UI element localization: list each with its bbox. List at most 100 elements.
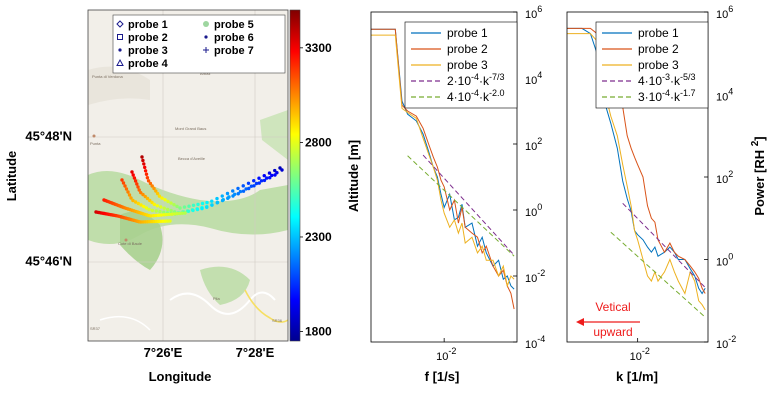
balloon-trajectories bbox=[94, 155, 284, 224]
trajectory-point bbox=[172, 203, 176, 207]
vertical-upward-annotation: Vetical upward bbox=[576, 300, 640, 339]
map-label: Arbaz bbox=[200, 71, 210, 76]
y-tick-label: 106 bbox=[525, 4, 542, 21]
trajectory-point bbox=[200, 201, 205, 206]
trajectory-point bbox=[257, 176, 261, 180]
dot-marker-icon bbox=[118, 48, 122, 52]
trajectory-point bbox=[162, 213, 166, 217]
power-axis-label: Power [RH 2] bbox=[750, 136, 767, 215]
trajectory-point bbox=[180, 211, 185, 215]
trajectory-point bbox=[149, 214, 153, 218]
trajectory-point bbox=[139, 203, 143, 207]
colorbar-tick-label: 3300 bbox=[305, 41, 332, 55]
trajectory-point bbox=[150, 208, 155, 213]
freq-x-axis-label: f [1/s] bbox=[425, 369, 460, 384]
trajectory-point bbox=[150, 200, 154, 205]
trajectory-point bbox=[225, 191, 230, 196]
trajectory-point bbox=[154, 213, 158, 218]
trajectory-point bbox=[172, 212, 177, 216]
trajectory-point bbox=[244, 187, 248, 191]
map-attribution: ©OpenStreetMap contributors bbox=[221, 340, 288, 347]
trajectory-point bbox=[141, 192, 145, 197]
chart-legend: probe 1 probe 2 probe 32·10-4·k-7/34·10-4·… bbox=[404, 21, 518, 109]
trajectory-point bbox=[120, 178, 124, 182]
trajectory-point bbox=[273, 173, 277, 177]
y-tick-label: 10-2 bbox=[525, 268, 545, 285]
trajectory-point bbox=[195, 207, 200, 212]
diamond-marker-icon bbox=[116, 20, 124, 28]
trajectory-point bbox=[220, 198, 225, 203]
trajectory-point bbox=[150, 184, 154, 188]
trajectory-point bbox=[158, 209, 162, 214]
map-label: Cote di Baule bbox=[118, 241, 143, 246]
map-legend-label: probe 4 bbox=[128, 58, 169, 70]
legend-label: probe 1 bbox=[638, 26, 679, 40]
legend-label: probe 2 bbox=[638, 42, 679, 56]
trajectory-point bbox=[143, 165, 147, 170]
trajectory-point bbox=[215, 201, 219, 205]
arrowhead-icon bbox=[576, 318, 584, 326]
trajectory-point bbox=[127, 193, 132, 197]
trajectory-point bbox=[157, 194, 162, 198]
trajectory-point bbox=[231, 189, 235, 193]
trajectory-point bbox=[140, 155, 144, 159]
trajectory-point bbox=[262, 173, 266, 178]
trajectory-point bbox=[155, 204, 159, 208]
trajectory-point bbox=[131, 198, 135, 203]
map-label: Becca d'Aveille bbox=[178, 156, 206, 161]
trajectory-point bbox=[139, 190, 143, 195]
trajectory-point bbox=[145, 196, 150, 201]
trajectory-point bbox=[252, 184, 256, 188]
trajectory-point bbox=[160, 196, 164, 200]
trajectory-point bbox=[124, 187, 129, 191]
trajectory-point bbox=[152, 186, 156, 191]
trajectory-point bbox=[275, 171, 279, 175]
legend-label: 3·10-4·k-1.7 bbox=[638, 88, 696, 104]
trajectory-point bbox=[262, 178, 267, 183]
trajectory-point bbox=[129, 196, 133, 200]
trajectory-point bbox=[191, 203, 196, 207]
annotation-line1: Vetical bbox=[595, 300, 630, 314]
series-line bbox=[622, 202, 706, 288]
trajectory-point bbox=[155, 191, 160, 196]
colorbar-tick-label: 2300 bbox=[305, 230, 332, 244]
square-marker-icon bbox=[117, 34, 123, 40]
trajectory-point bbox=[175, 211, 179, 216]
trajectory-point bbox=[246, 181, 251, 185]
legend-label: probe 3 bbox=[638, 58, 679, 72]
trajectory-point bbox=[270, 173, 274, 178]
trajectory-point bbox=[132, 176, 137, 180]
trajectory-point bbox=[168, 219, 172, 223]
map-label: Punta di Verdona bbox=[92, 74, 123, 79]
map-legend-label: probe 2 bbox=[128, 32, 168, 44]
trajectory-point bbox=[226, 196, 230, 200]
trajectory-point bbox=[162, 206, 166, 210]
svg-text:Power [RH 2]: Power [RH 2] bbox=[750, 136, 767, 215]
trajectory-point bbox=[166, 199, 170, 204]
dot-marker-icon bbox=[204, 35, 208, 39]
trajectory-point bbox=[268, 176, 272, 180]
trajectory-point bbox=[133, 200, 138, 204]
plus-marker-icon bbox=[203, 47, 209, 53]
trajectory-point bbox=[143, 169, 148, 173]
trajectory-point bbox=[123, 184, 127, 188]
map-label: Mont Grand Baus bbox=[175, 126, 206, 131]
legend-label: 4·10-4·k-2.0 bbox=[447, 88, 505, 104]
trajectory-point bbox=[205, 205, 209, 209]
trajectory-point bbox=[175, 204, 179, 209]
trajectory-point bbox=[144, 206, 149, 210]
trajectory-point bbox=[215, 196, 219, 201]
y-tick-label: 100 bbox=[716, 252, 733, 269]
trajectory-point bbox=[210, 203, 214, 207]
trajectory-point bbox=[169, 208, 173, 213]
trajectory-point bbox=[236, 186, 240, 191]
trajectory-point bbox=[205, 200, 209, 205]
trajectory-point bbox=[164, 212, 169, 217]
trajectory-point bbox=[145, 176, 150, 180]
trajectory-point bbox=[191, 208, 195, 213]
map-y-axis-label: Latitude bbox=[4, 151, 19, 202]
trajectory-point bbox=[121, 181, 126, 185]
trajectory-point bbox=[200, 206, 204, 211]
y-tick-label: 10-4 bbox=[525, 334, 545, 351]
